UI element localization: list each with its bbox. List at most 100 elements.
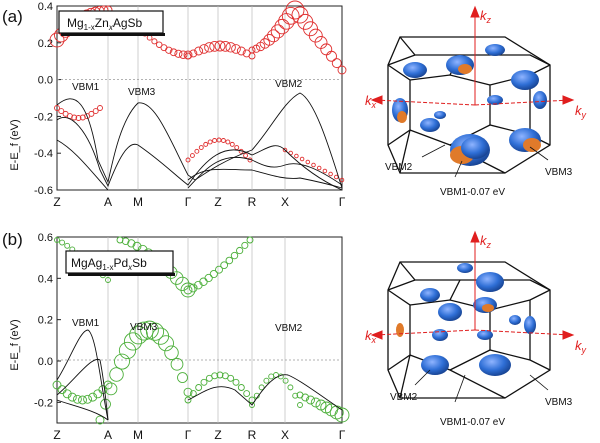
fat-band-marker: [268, 373, 275, 380]
ytick-label: 0.0: [38, 356, 53, 368]
fat-band-marker: [209, 40, 221, 52]
fat-band-marker: [189, 49, 198, 58]
bz-b-callouts: [414, 369, 549, 403]
fat-band-marker: [198, 145, 204, 150]
fat-band-marker: [183, 387, 193, 397]
kpoint-label: A: [104, 195, 112, 209]
fat-band-marker: [337, 65, 347, 75]
bz-a-kz-label: kz: [480, 8, 492, 25]
fat-band-marker: [243, 153, 249, 158]
kpoint-label: X: [281, 428, 289, 442]
fat-band-marker: [184, 396, 192, 404]
bz-b-label-vbm3: VBM3: [545, 397, 573, 408]
fat-band-marker: [164, 345, 179, 360]
fat-band-marker: [281, 6, 300, 25]
panel-a-vbm3: VBM3: [128, 87, 156, 98]
fat-band-marker: [231, 44, 241, 54]
fat-band-marker: [72, 394, 82, 404]
fat-band-marker: [127, 239, 136, 248]
fat-band-marker: [234, 145, 240, 150]
bz-a-kx-label: kx: [365, 93, 377, 110]
fat-band-marker: [267, 29, 280, 43]
fat-band-marker: [316, 165, 322, 171]
fat-band-marker: [270, 24, 285, 39]
fat-band-marker: [294, 153, 299, 159]
kpoint-label: Z: [53, 428, 60, 442]
fat-band-marker: [258, 384, 265, 391]
panel-b-band-lines: [56, 329, 343, 421]
kpoint-label: Γ: [339, 195, 346, 209]
fat-band-marker: [219, 40, 231, 52]
fat-band-marker: [339, 177, 345, 183]
ytick-label: 0.2: [38, 38, 53, 50]
fat-band-marker: [303, 21, 318, 37]
fat-band-marker: [151, 38, 158, 45]
fat-band-marker: [88, 392, 98, 402]
fat-band-marker: [282, 147, 288, 153]
ytick-label: -0.2: [34, 397, 53, 409]
fat-band-marker: [232, 378, 240, 386]
kpoint-label: R: [248, 195, 257, 209]
panel-a-yticks: 0.4 0.2 0.0 -0.2 -0.4 -0.6: [34, 1, 61, 197]
fat-band-marker: [311, 162, 316, 168]
fat-band-marker: [236, 246, 244, 255]
panel-a-plot: Mg1-xZnxAgSb VBM1 VBM3 VBM2: [49, 0, 347, 191]
bz-b-label-vbm2: VBM2: [390, 392, 418, 403]
ytick-label: 0.2: [38, 315, 53, 327]
fat-band-marker: [249, 402, 255, 408]
fat-band-marker: [204, 42, 215, 53]
fat-band-marker: [178, 50, 188, 59]
fat-band-marker: [227, 374, 235, 382]
fat-band-marker: [211, 372, 219, 380]
panel-a-ylabel: E-E_f (eV): [9, 119, 21, 170]
bz-a-label-vbm3: VBM3: [545, 167, 573, 178]
bz-a-ky-label: ky: [575, 103, 587, 120]
kpoint-label: Z: [214, 428, 221, 442]
fat-band-marker: [158, 335, 174, 352]
ytick-label: 0.4: [38, 1, 53, 13]
fat-band-marker: [155, 41, 163, 48]
fat-band-marker: [169, 271, 184, 285]
fat-band-marker: [104, 382, 118, 396]
fat-band-marker: [220, 138, 226, 143]
fat-band-marker: [54, 237, 60, 243]
fat-band-marker: [183, 285, 193, 295]
fat-band-marker: [291, 6, 309, 24]
fat-band-marker: [288, 150, 293, 156]
fat-band-marker: [199, 44, 209, 54]
fat-band-marker: [225, 139, 231, 145]
panel-a-band-lines: [56, 92, 343, 191]
fat-band-marker: [132, 241, 142, 251]
panel-b-ylabel: E-E_f (eV): [9, 319, 21, 370]
kpoint-label: X: [281, 195, 289, 209]
fat-band-marker: [301, 393, 310, 402]
fat-band-marker: [299, 156, 305, 162]
fat-band-marker: [49, 32, 65, 48]
fat-band-marker: [58, 108, 65, 115]
panel-a-composition: Mg1-xZnxAgSb: [67, 16, 142, 32]
fat-band-marker: [180, 282, 196, 298]
kpoint-label: A: [104, 428, 112, 442]
fat-band-marker: [334, 407, 350, 423]
fat-band-marker: [146, 34, 153, 41]
fat-band-marker: [62, 389, 72, 399]
fat-band-marker: [310, 397, 321, 408]
fat-band-marker: [175, 276, 190, 291]
fat-band-marker: [78, 395, 87, 405]
fat-band-marker: [194, 148, 200, 154]
fat-band-marker: [331, 58, 342, 69]
ytick-label: 0.6: [38, 232, 53, 244]
panel-b-composition: MgAg1-xPdxSb: [71, 256, 147, 272]
kpoint-label: M: [133, 428, 143, 442]
fat-band-marker: [114, 353, 130, 370]
fat-band-marker: [237, 384, 245, 391]
fat-band-marker: [118, 341, 137, 360]
panel-a-fat-bands: [49, 0, 347, 183]
bz-a-callouts: [421, 144, 549, 178]
fat-band-marker: [59, 239, 66, 246]
fat-band-marker: [88, 110, 95, 117]
ytick-label: -0.4: [34, 148, 53, 160]
ytick-label: 0.4: [38, 273, 53, 285]
panel-b-yticks: 0.6 0.4 0.2 0.0 -0.2: [34, 232, 61, 409]
